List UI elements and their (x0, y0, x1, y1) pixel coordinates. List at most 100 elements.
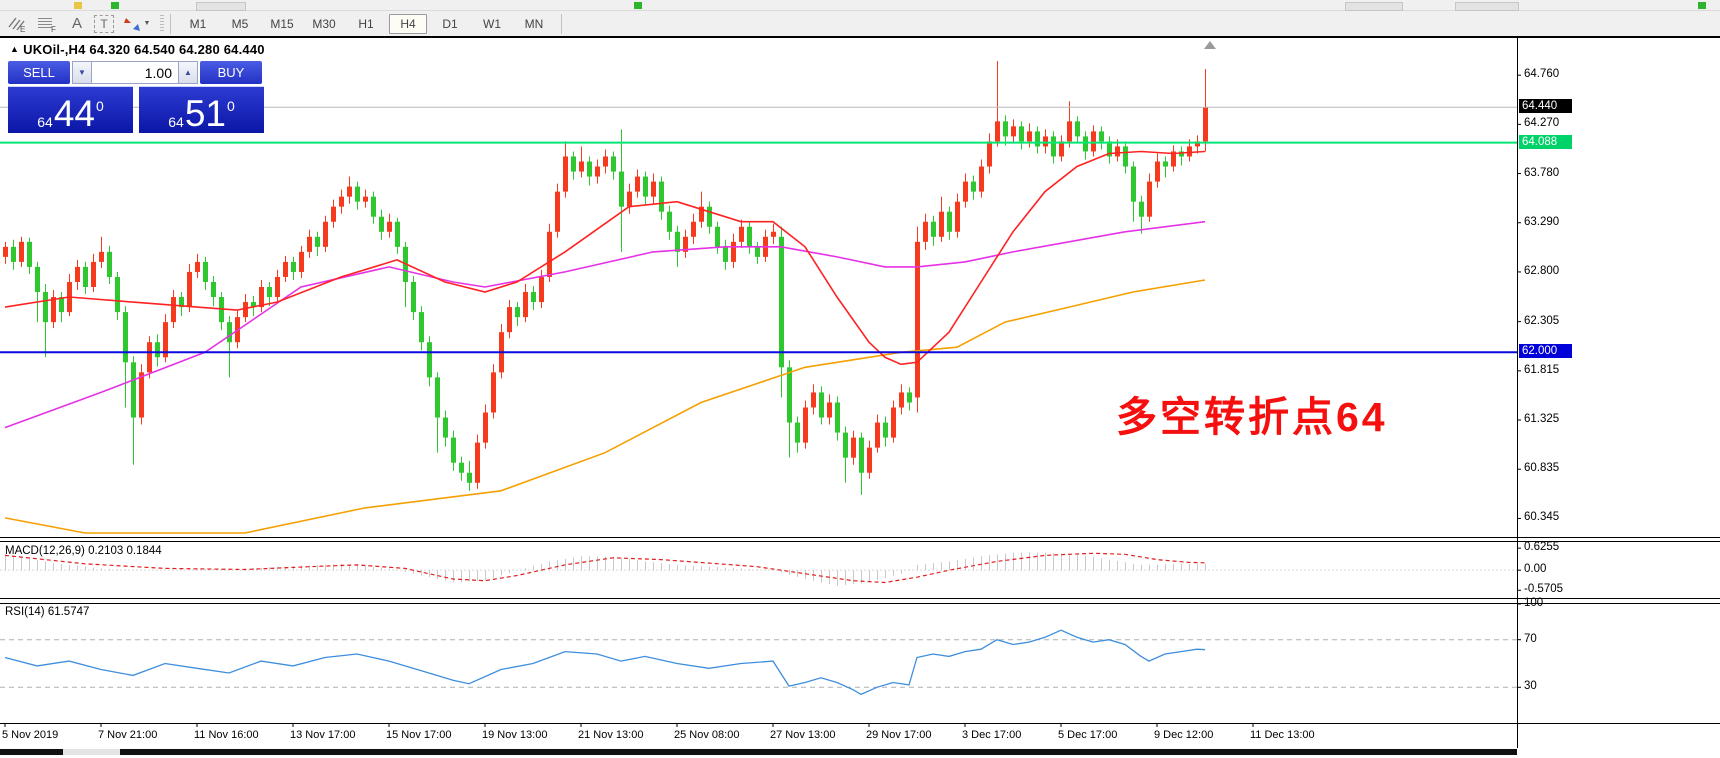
timeframe-button-h1[interactable]: H1 (358, 16, 374, 31)
timeframe-button-m5[interactable]: M5 (231, 16, 249, 31)
candle-body (1171, 151, 1176, 167)
volume-increase-button[interactable]: ▲ (178, 61, 198, 84)
candle-body (603, 156, 608, 167)
candle-body (99, 251, 104, 262)
candle-body (123, 312, 128, 363)
candle-body (979, 166, 984, 192)
candle-body (883, 422, 888, 438)
candle-body (771, 231, 776, 237)
draw-label-icon[interactable]: T (94, 14, 114, 33)
candle-body (595, 166, 600, 177)
svg-text:F: F (51, 25, 56, 33)
buy-button[interactable]: BUY (200, 61, 262, 84)
draw-fibonacci-icon[interactable]: F (34, 14, 60, 34)
ask-pips: 51 (184, 93, 226, 134)
price-tick-label: 61.815 (1524, 363, 1560, 376)
draw-text-icon[interactable]: A (71, 15, 82, 32)
price-badge: 64.440 (1519, 99, 1572, 114)
timeframe-button-m1[interactable]: M1 (189, 16, 207, 31)
candle-body (203, 261, 208, 282)
candle-body (427, 342, 432, 378)
candle-body (163, 322, 168, 358)
candle-body (1091, 131, 1096, 152)
volume-decrease-button[interactable]: ▼ (72, 61, 92, 84)
timeframe-button-mn[interactable]: MN (524, 16, 544, 31)
timeframe-button-w1[interactable]: W1 (483, 16, 501, 31)
candle-body (339, 196, 344, 207)
macd-tick-label: 0.00 (1524, 563, 1547, 576)
candle-body (779, 236, 784, 368)
volume-input[interactable] (92, 61, 178, 84)
panel-divider[interactable] (0, 598, 1720, 599)
candle-body (115, 276, 120, 313)
panel-divider[interactable] (0, 541, 1720, 542)
collapse-arrow-icon[interactable]: ▲ (10, 44, 20, 54)
time-tick-label: 13 Nov 17:00 (290, 729, 356, 741)
status-icon (1698, 2, 1706, 9)
chart-text-annotation[interactable]: 多空转折点64 (1116, 394, 1388, 440)
candle-body (35, 266, 40, 293)
price-tick-label: 61.325 (1524, 413, 1560, 426)
time-tick-label: 25 Nov 08:00 (674, 729, 740, 741)
scrollbar-segment[interactable] (0, 749, 63, 755)
time-tick-label: 11 Nov 16:00 (194, 729, 259, 741)
rsi-tick-label: 70 (1524, 632, 1537, 645)
candle-body (467, 472, 472, 483)
candle-body (395, 221, 400, 247)
autotrading-icon[interactable] (634, 2, 642, 9)
candle-body (755, 246, 760, 257)
scrollbar-thumb[interactable] (63, 749, 120, 755)
ask-price-display[interactable]: 64 51 0 (139, 86, 264, 133)
rsi-indicator-label: RSI(14) 61.5747 (5, 606, 90, 618)
timeframe-button-m30[interactable]: M30 (312, 16, 336, 31)
svg-text:E: E (20, 25, 25, 33)
candle-body (411, 281, 416, 313)
candle-body (531, 292, 536, 303)
toolbar-grip[interactable] (160, 14, 164, 33)
candle-body (579, 161, 584, 172)
candle-body (795, 422, 800, 443)
candle-body (563, 156, 568, 192)
toolbar-button-group[interactable] (196, 2, 246, 11)
time-tick-label: 7 Nov 21:00 (98, 729, 158, 741)
candle-body (59, 297, 64, 313)
time-tick-label: 29 Nov 17:00 (866, 729, 932, 741)
candle-body (443, 417, 448, 438)
candle-body (1019, 126, 1024, 142)
candle-body (75, 266, 80, 282)
candle-body (11, 246, 16, 262)
price-tick-label: 60.835 (1524, 462, 1560, 475)
timeframe-button-h4[interactable]: H4 (389, 13, 427, 34)
toolbar-button-group[interactable] (1455, 2, 1519, 11)
draw-arrows-icon[interactable]: ▼ (118, 14, 154, 34)
price-tick-label: 64.760 (1524, 68, 1560, 81)
price-scale-separator[interactable] (1517, 36, 1518, 748)
candle-body (491, 372, 496, 413)
sell-button[interactable]: SELL (8, 61, 70, 84)
candle-body (347, 186, 352, 197)
panel-divider[interactable] (0, 537, 1720, 538)
ma-red-line (4, 150, 1206, 366)
expert-advisor-icon[interactable] (111, 2, 119, 9)
timeframe-button-d1[interactable]: D1 (442, 16, 458, 31)
candle-body (51, 297, 56, 323)
candle-body (283, 261, 288, 277)
scrollbar-segment[interactable] (120, 749, 1517, 755)
time-tick-label: 11 Dec 13:00 (1250, 729, 1315, 741)
panel-divider[interactable] (0, 603, 1720, 604)
toolbar-button-group[interactable] (1345, 2, 1403, 11)
draw-ellipse-icon[interactable]: E (4, 14, 30, 34)
new-order-icon[interactable] (74, 2, 82, 9)
macd-signal-line (4, 552, 1206, 584)
ma-magenta-line (4, 220, 1206, 429)
bid-price-display[interactable]: 64 44 0 (8, 86, 133, 133)
time-tick-label: 21 Nov 13:00 (578, 729, 644, 741)
candle-body (643, 176, 648, 197)
candle-body (1011, 126, 1016, 137)
chart-area[interactable] (0, 36, 1720, 758)
chart-shift-marker-icon[interactable] (1204, 41, 1216, 49)
candle-body (555, 191, 560, 232)
timeframe-button-m15[interactable]: M15 (270, 16, 294, 31)
bid-pips: 44 (53, 93, 95, 134)
candle-body (371, 196, 376, 217)
